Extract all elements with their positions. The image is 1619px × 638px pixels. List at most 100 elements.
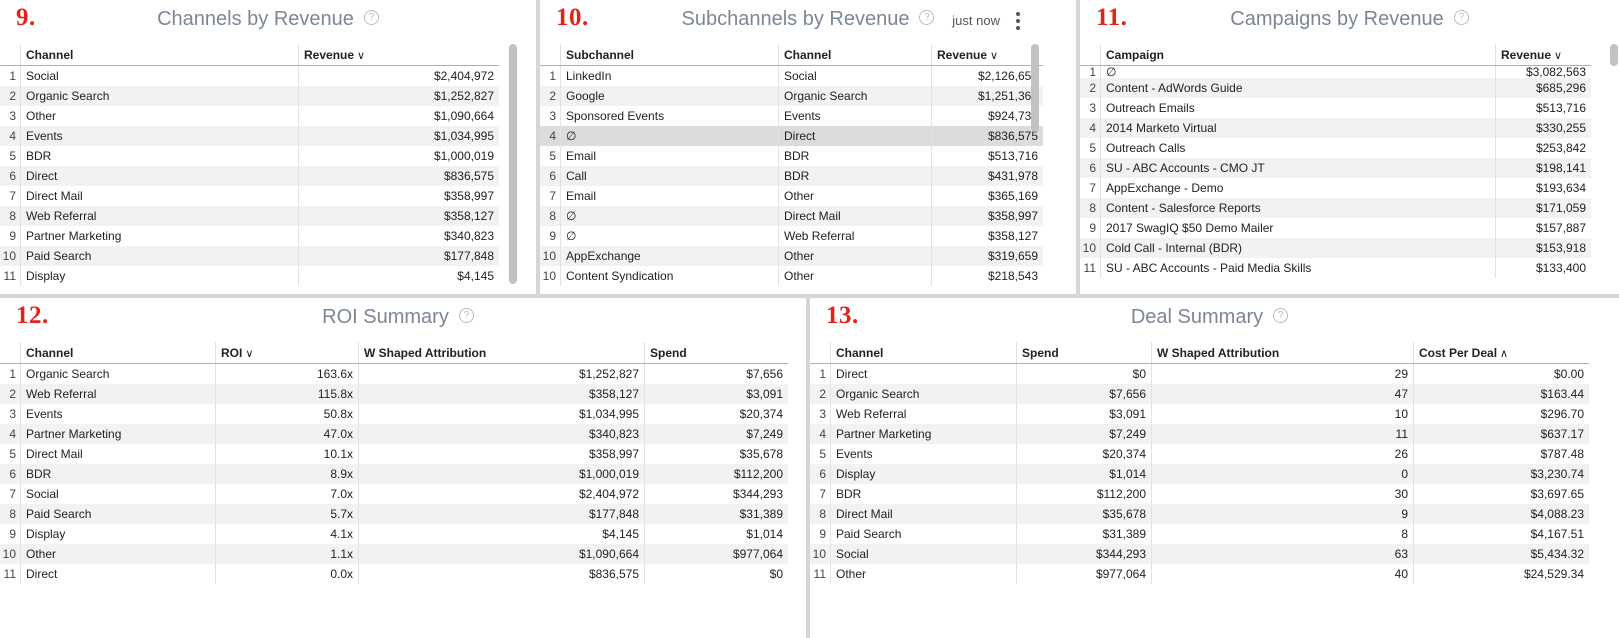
table-cell: $836,575 bbox=[358, 564, 645, 584]
vertical-scrollbar[interactable] bbox=[1031, 44, 1039, 132]
table-row[interactable]: 4 Partner Marketing 47.0x $340,823 $7,249 bbox=[0, 424, 788, 444]
table-row[interactable]: 4 ∅ Direct $836,575 bbox=[540, 126, 1043, 146]
help-icon[interactable]: ? bbox=[458, 308, 474, 324]
table-row[interactable]: 5 Events $20,374 26 $787.48 bbox=[810, 444, 1589, 464]
row-index: 7 bbox=[549, 189, 556, 203]
table-cell: Paid Search bbox=[830, 524, 1017, 544]
table-row[interactable]: 8 Web Referral $358,127 bbox=[0, 206, 499, 226]
table-row[interactable]: 9 Paid Search $31,389 8 $4,167.51 bbox=[810, 524, 1589, 544]
column-header-cost-per-deal[interactable]: Cost Per Deal ∧ bbox=[1413, 342, 1589, 364]
table-row[interactable]: 1 LinkedIn Social $2,126,651 bbox=[540, 65, 1043, 86]
help-icon[interactable]: ? bbox=[1453, 10, 1469, 26]
column-header-channel[interactable]: Channel bbox=[778, 44, 932, 66]
table-row[interactable]: 9 ∅ Web Referral $358,127 bbox=[540, 226, 1043, 246]
table-row[interactable]: 7 AppExchange - Demo $193,634 bbox=[1080, 178, 1591, 198]
row-index: 3 bbox=[549, 109, 556, 123]
table-row[interactable]: 10 Social $344,293 63 $5,434.32 bbox=[810, 544, 1589, 564]
column-header-channel[interactable]: Channel bbox=[830, 342, 1017, 364]
column-header-channel[interactable]: Channel bbox=[20, 342, 216, 364]
data-table: Channel Spend W Shaped Attribution Cost … bbox=[810, 342, 1589, 584]
table-row[interactable]: 3 Sponsored Events Events $924,737 bbox=[540, 106, 1043, 126]
column-header-w-shaped-attribution[interactable]: W Shaped Attribution bbox=[358, 342, 645, 364]
table-row[interactable]: 6 Direct $836,575 bbox=[0, 166, 499, 186]
help-icon[interactable]: ? bbox=[363, 10, 379, 26]
table-cell: Paid Search bbox=[20, 246, 299, 266]
table-row[interactable]: 10 Content Syndication Other $218,543 bbox=[540, 266, 1043, 286]
column-header-channel[interactable]: Channel bbox=[20, 44, 299, 66]
table-row[interactable]: 3 Outreach Emails $513,716 bbox=[1080, 98, 1591, 118]
table-row[interactable]: 5 Direct Mail 10.1x $358,997 $35,678 bbox=[0, 444, 788, 464]
table-row[interactable]: 6 BDR 8.9x $1,000,019 $112,200 bbox=[0, 464, 788, 484]
table-row[interactable]: 9 2017 SwagIQ $50 Demo Mailer $157,887 bbox=[1080, 218, 1591, 238]
table-row[interactable]: 8 Content - Salesforce Reports $171,059 bbox=[1080, 198, 1591, 218]
table-cell: $7,249 bbox=[644, 424, 788, 444]
table-row[interactable]: 5 BDR $1,000,019 bbox=[0, 146, 499, 166]
table-row[interactable]: 11 Direct 0.0x $836,575 $0 bbox=[0, 564, 788, 584]
table-row[interactable]: 10 Cold Call - Internal (BDR) $153,918 bbox=[1080, 238, 1591, 258]
table-row[interactable]: 7 Email Other $365,169 bbox=[540, 186, 1043, 206]
table-row[interactable]: 2 Organic Search $1,252,827 bbox=[0, 86, 499, 106]
table-cell: $924,737 bbox=[931, 106, 1043, 126]
help-icon[interactable]: ? bbox=[1273, 308, 1289, 324]
row-index: 11 bbox=[813, 567, 826, 581]
table-row[interactable]: 6 Display $1,014 0 $3,230.74 bbox=[810, 464, 1589, 484]
column-header-spend[interactable]: Spend bbox=[1016, 342, 1152, 364]
table-row[interactable]: 7 Direct Mail $358,997 bbox=[0, 186, 499, 206]
table-row[interactable]: 7 BDR $112,200 30 $3,697.65 bbox=[810, 484, 1589, 504]
table-row[interactable]: 1 Direct $0 29 $0.00 bbox=[810, 363, 1589, 384]
table-row[interactable]: 10 Other 1.1x $1,090,664 $977,064 bbox=[0, 544, 788, 564]
table-cell: 50.8x bbox=[215, 404, 359, 424]
table-row[interactable]: 10 Paid Search $177,848 bbox=[0, 246, 499, 266]
table-cell: Google bbox=[560, 86, 779, 106]
column-header-revenue[interactable]: Revenue ∨ bbox=[1495, 44, 1591, 66]
table-row[interactable]: 11 Other $977,064 40 $24,529.34 bbox=[810, 564, 1589, 584]
table-cell: Other bbox=[20, 544, 216, 564]
table-row[interactable]: 1 Organic Search 163.6x $1,252,827 $7,656 bbox=[0, 363, 788, 384]
table-row[interactable]: 3 Web Referral $3,091 10 $296.70 bbox=[810, 404, 1589, 424]
table-row[interactable]: 4 Partner Marketing $7,249 11 $637.17 bbox=[810, 424, 1589, 444]
table-row[interactable]: 6 SU - ABC Accounts - CMO JT $198,141 bbox=[1080, 158, 1591, 178]
table-cell: Events bbox=[830, 444, 1017, 464]
table-row[interactable]: 8 ∅ Direct Mail $358,997 bbox=[540, 206, 1043, 226]
table-row[interactable]: 5 Email BDR $513,716 bbox=[540, 146, 1043, 166]
table-row[interactable]: 6 Call BDR $431,978 bbox=[540, 166, 1043, 186]
table-row[interactable]: 11 Display $4,145 bbox=[0, 266, 499, 286]
vertical-scrollbar[interactable] bbox=[509, 44, 517, 284]
vertical-scrollbar[interactable] bbox=[1610, 44, 1618, 66]
table-row[interactable]: 4 Events $1,034,995 bbox=[0, 126, 499, 146]
row-index: 11 bbox=[1083, 261, 1096, 275]
table-row[interactable]: 1 ∅ $3,082,563 bbox=[1080, 65, 1591, 78]
kebab-menu-icon[interactable] bbox=[1016, 12, 1020, 30]
table-row[interactable]: 9 Display 4.1x $4,145 $1,014 bbox=[0, 524, 788, 544]
help-icon[interactable]: ? bbox=[919, 10, 935, 26]
column-header-w-shaped-attribution[interactable]: W Shaped Attribution bbox=[1151, 342, 1414, 364]
last-updated-text: just now bbox=[952, 13, 1000, 28]
table-row[interactable]: 2 Organic Search $7,656 47 $163.44 bbox=[810, 384, 1589, 404]
table-row[interactable]: 7 Social 7.0x $2,404,972 $344,293 bbox=[0, 484, 788, 504]
table-row[interactable]: 8 Paid Search 5.7x $177,848 $31,389 bbox=[0, 504, 788, 524]
table-row[interactable]: 2 Content - AdWords Guide $685,296 bbox=[1080, 78, 1591, 98]
sort-asc-icon: ∧ bbox=[1500, 347, 1509, 360]
column-header-roi[interactable]: ROI ∨ bbox=[215, 342, 359, 364]
tile-title: Channels by Revenue? bbox=[0, 8, 536, 31]
column-header-revenue[interactable]: Revenue ∨ bbox=[931, 44, 1043, 66]
table-row[interactable]: 11 SU - ABC Accounts - Paid Media Skills $… bbox=[1080, 258, 1591, 278]
table-row[interactable]: 9 Partner Marketing $340,823 bbox=[0, 226, 499, 246]
column-header-revenue[interactable]: Revenue ∨ bbox=[298, 44, 499, 66]
table-cell: Other bbox=[778, 246, 932, 266]
column-header-spend[interactable]: Spend bbox=[644, 342, 788, 364]
table-row[interactable]: 2 Web Referral 115.8x $358,127 $3,091 bbox=[0, 384, 788, 404]
column-header-subchannel[interactable]: Subchannel bbox=[560, 44, 779, 66]
table-row[interactable]: 3 Other $1,090,664 bbox=[0, 106, 499, 126]
table-row[interactable]: 2 Google Organic Search $1,251,361 bbox=[540, 86, 1043, 106]
column-header-campaign[interactable]: Campaign bbox=[1100, 44, 1496, 66]
table-row[interactable]: 3 Events 50.8x $1,034,995 $20,374 bbox=[0, 404, 788, 424]
table-row[interactable]: 4 2014 Marketo Virtual $330,255 bbox=[1080, 118, 1591, 138]
table-row[interactable]: 8 Direct Mail $35,678 9 $4,088.23 bbox=[810, 504, 1589, 524]
row-index: 8 bbox=[810, 504, 831, 524]
row-index-header bbox=[810, 342, 831, 364]
table-row[interactable]: 10 AppExchange Other $319,659 bbox=[540, 246, 1043, 266]
table-row[interactable]: 1 Social $2,404,972 bbox=[0, 65, 499, 86]
table-row[interactable]: 5 Outreach Calls $253,842 bbox=[1080, 138, 1591, 158]
table-cell: ∅ bbox=[560, 126, 779, 146]
